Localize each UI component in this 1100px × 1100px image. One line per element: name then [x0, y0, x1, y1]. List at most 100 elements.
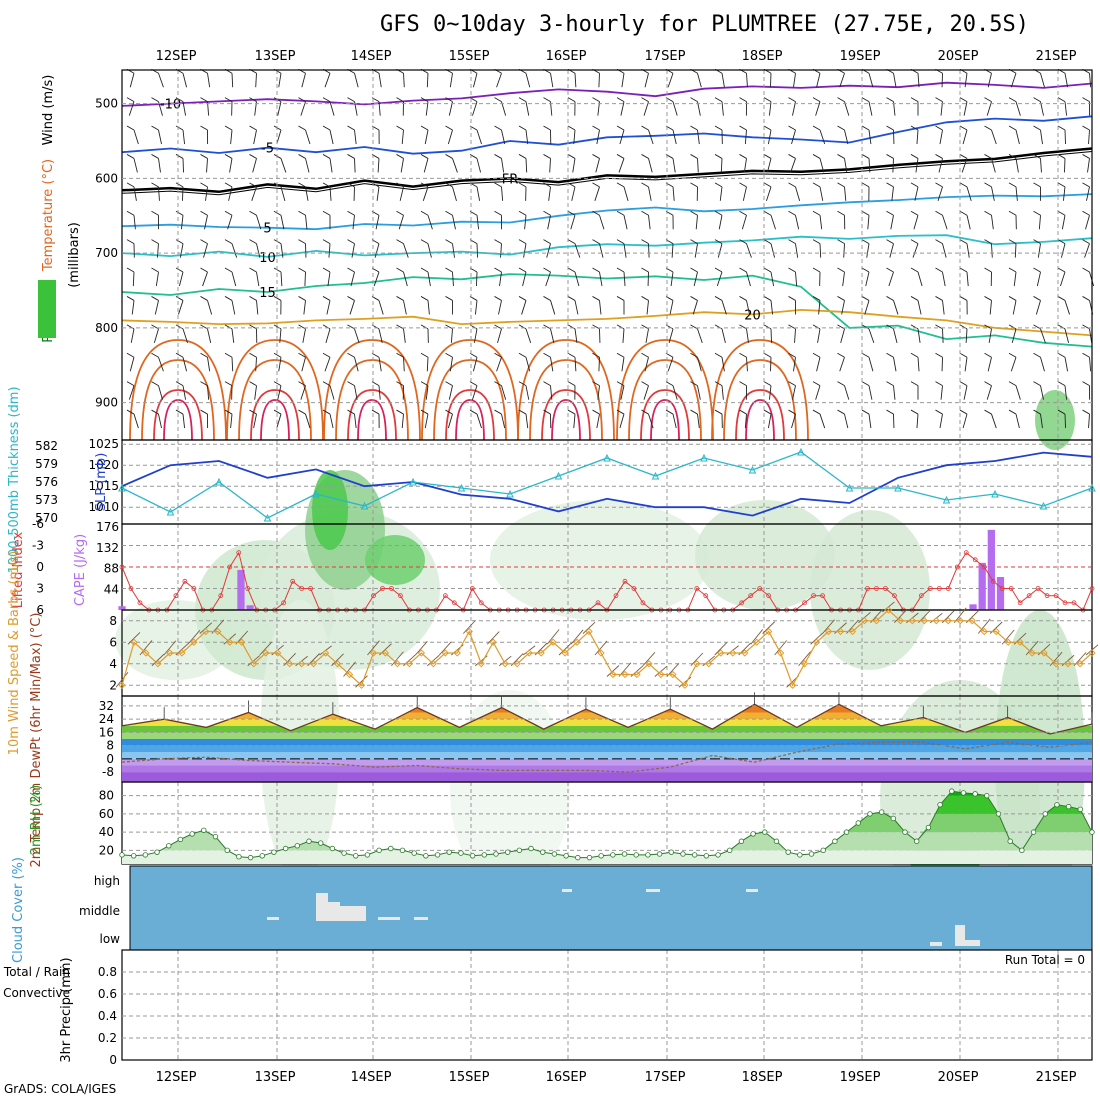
wind-barb [298, 125, 306, 131]
wind-barb [644, 73, 649, 88]
wind-barb [476, 272, 478, 287]
wind10m-point [1052, 660, 1060, 668]
warm-arch-contour [628, 359, 702, 441]
wind-barb [693, 271, 698, 287]
wind-barb [935, 381, 943, 387]
dewpt-line [121, 741, 1093, 773]
wind-barb [574, 357, 577, 372]
thickness-point [651, 471, 660, 480]
rh-point [458, 850, 464, 856]
wind-barb [280, 158, 287, 173]
wind-barb [991, 243, 993, 258]
wind10m-point [681, 681, 689, 689]
wind-barb [374, 243, 380, 258]
wind10m-point [429, 660, 437, 668]
wind-barb [469, 409, 478, 415]
wind-barb [916, 129, 919, 145]
wind-barb [347, 125, 355, 131]
warm-arch-contour [260, 399, 290, 441]
wind-barb [714, 296, 723, 301]
wind-barb [445, 97, 453, 103]
rh-point [832, 838, 838, 844]
lifted-point [694, 586, 700, 591]
wind-barb [935, 97, 943, 103]
wind-barb [648, 186, 652, 201]
wind-barb [837, 154, 845, 159]
rh-point [820, 847, 826, 854]
wind10m-point [765, 627, 773, 636]
wind-barb [322, 182, 331, 188]
wind-barb [812, 409, 821, 415]
wind-barb [795, 186, 801, 201]
wind-barb [548, 186, 551, 201]
wind-barb [200, 296, 208, 301]
rh-point [142, 852, 149, 858]
wind-barb [991, 158, 996, 173]
wind-barb [938, 158, 943, 173]
wind-barb [819, 215, 823, 230]
wind-barb [354, 129, 357, 145]
wind-barb [200, 210, 208, 216]
wind10m-point [956, 617, 964, 625]
wind-barb [178, 271, 184, 287]
rh-band [122, 832, 1092, 851]
wind-barb [182, 357, 188, 372]
wind-barb [1008, 267, 1017, 273]
thickness-point [263, 513, 272, 522]
wind-barb [672, 413, 677, 429]
cloud-block [352, 906, 366, 921]
wind-barb [424, 129, 429, 145]
lifted-point [954, 564, 960, 570]
wind-barb [743, 158, 747, 173]
wind-barb [739, 154, 747, 159]
wind-barb [501, 186, 504, 201]
wind-barb [910, 409, 919, 415]
thickness-line [121, 451, 1093, 519]
wind10m-barb [391, 651, 404, 667]
wind-barb [739, 409, 747, 415]
date-label-top: 14SEP [351, 49, 392, 64]
wind10m-barb [438, 641, 452, 656]
wind-barb [592, 267, 600, 273]
rh-point [166, 843, 172, 849]
wind-barb [204, 215, 208, 230]
wind-barb [494, 352, 502, 358]
wind-barb [396, 154, 404, 159]
wind-barb [525, 73, 531, 88]
wind10m-barb [283, 652, 296, 667]
wind10m-point [836, 627, 845, 636]
wind-barb [200, 182, 208, 188]
wind-barb [1033, 296, 1041, 301]
wind-barb [915, 158, 919, 173]
wind-barb [472, 357, 478, 372]
wind-barb [151, 409, 159, 415]
wind10m-barb [594, 640, 608, 656]
wind10m-barb [1001, 629, 1015, 645]
wind10m-point [405, 660, 414, 668]
wind-barb [616, 267, 625, 273]
date-label-top: 18SEP [742, 49, 783, 64]
wind10m-point [501, 660, 509, 668]
wind-barb [621, 357, 625, 372]
wind-barb [200, 125, 208, 131]
wind-barb [396, 182, 404, 188]
wind10m-point [190, 638, 198, 646]
wind-barb [329, 101, 335, 116]
wind-barb [205, 186, 208, 201]
wind-barb [599, 271, 603, 287]
precip-tick: 0.6 [98, 987, 117, 1001]
wind-barb [403, 243, 409, 258]
rh-point [750, 831, 756, 837]
wind-barb [567, 97, 576, 103]
wind-barb [959, 154, 968, 159]
date-label-top: 20SEP [938, 49, 979, 64]
isotherm-label: FR [502, 172, 519, 187]
wind10m-barb [690, 652, 704, 667]
wind10m-barb [139, 640, 153, 656]
warm-arch-contour [238, 359, 312, 441]
wind-barb [890, 215, 894, 230]
wind-barb [224, 409, 233, 415]
wind-barb [180, 215, 184, 230]
wind-barb [1015, 129, 1020, 145]
wind10m-point [130, 638, 138, 646]
